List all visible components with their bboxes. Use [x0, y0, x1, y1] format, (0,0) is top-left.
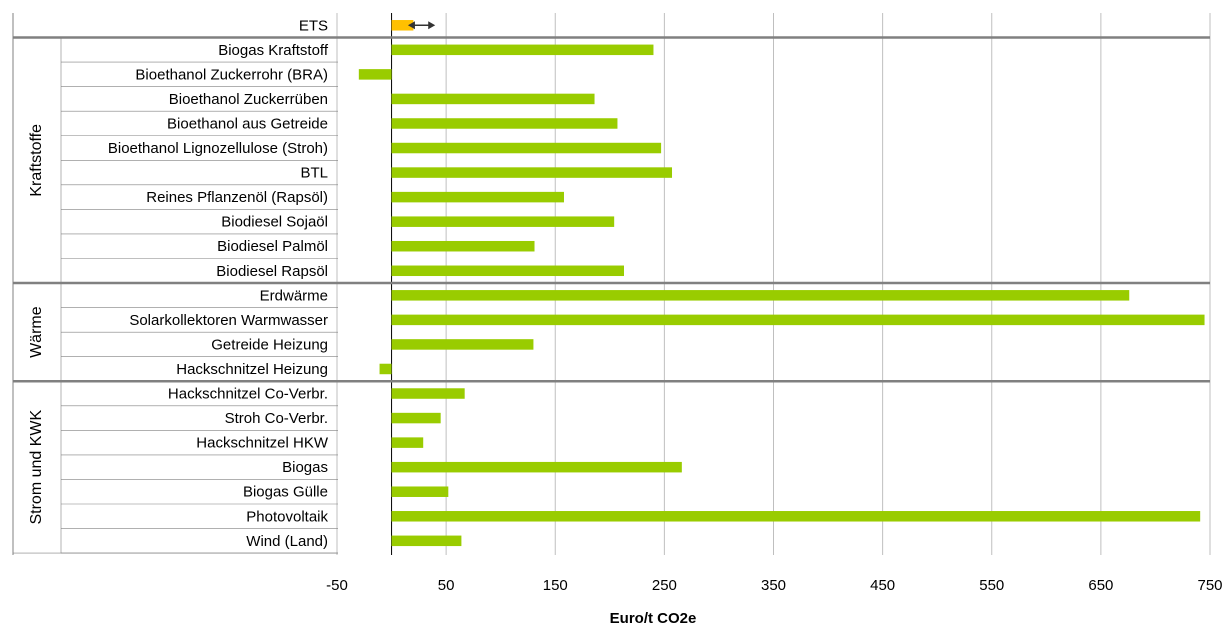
category-label: Bioethanol Lignozellulose (Stroh) — [108, 140, 328, 157]
category-label: Wind (Land) — [246, 533, 328, 550]
group-label: Wärme — [28, 306, 45, 358]
bar — [391, 265, 624, 277]
group-label: Strom und KWK — [28, 409, 45, 524]
category-label: Stroh Co-Verbr. — [225, 410, 328, 427]
x-tick-label: 450 — [870, 577, 895, 594]
x-tick-label: 50 — [438, 577, 455, 594]
bar — [391, 216, 615, 227]
bars — [358, 20, 1205, 547]
ets-arrow-right-head — [428, 21, 436, 30]
bar — [391, 339, 534, 350]
category-label: Bioethanol aus Getreide — [167, 115, 328, 132]
x-tick-label: 250 — [652, 577, 677, 594]
bar — [391, 437, 424, 448]
x-tick-label: 350 — [761, 577, 786, 594]
category-label: Getreide Heizung — [211, 336, 328, 353]
category-label: Hackschnitzel HKW — [196, 435, 329, 452]
bar — [391, 412, 441, 424]
x-tick-label: -50 — [326, 577, 348, 594]
bar — [391, 535, 462, 547]
category-label: Solarkollektoren Warmwasser — [129, 312, 328, 329]
category-label: ETS — [299, 17, 328, 34]
bar — [391, 388, 465, 399]
bar — [379, 363, 392, 375]
category-label: Bioethanol Zuckerrohr (BRA) — [135, 66, 328, 83]
category-label: Biogas — [282, 459, 328, 476]
category-label: Biodiesel Sojaöl — [221, 214, 328, 231]
bar — [391, 461, 682, 473]
category-label: Biodiesel Palmöl — [217, 238, 328, 255]
category-label: BTL — [300, 165, 328, 182]
bar — [391, 118, 618, 129]
group-label: Kraftstoffe — [28, 124, 45, 197]
bar — [391, 167, 673, 178]
ets-arrow-left-head — [407, 21, 415, 30]
category-label: Biodiesel Rapsöl — [216, 263, 328, 280]
x-axis-title: Euro/t CO2e — [610, 610, 697, 627]
x-tick-label: 550 — [979, 577, 1004, 594]
category-label: Erdwärme — [260, 287, 328, 304]
category-label: Bioethanol Zuckerrüben — [169, 91, 328, 108]
x-tick-label: 750 — [1197, 577, 1222, 594]
ets-bar — [391, 20, 414, 31]
bar — [391, 93, 595, 105]
bar — [391, 142, 662, 154]
category-label: Photovoltaik — [246, 508, 328, 525]
bar — [391, 314, 1205, 326]
category-label: Biogas Kraftstoff — [218, 42, 329, 59]
bar — [391, 240, 535, 252]
bar — [391, 511, 1201, 522]
category-label: Biogas Gülle — [243, 484, 328, 501]
x-tick-label: 150 — [543, 577, 568, 594]
bar — [391, 290, 1130, 301]
x-tick-label: 650 — [1088, 577, 1113, 594]
category-label: Hackschnitzel Heizung — [176, 361, 328, 378]
category-label: Hackschnitzel Co-Verbr. — [168, 386, 328, 403]
category-labels: ETS Biogas Kraftstoff Bioethanol Zuckerroh… — [28, 17, 329, 550]
bar — [358, 69, 392, 80]
gridlines — [12, 13, 1211, 555]
bar — [391, 486, 449, 497]
bar — [391, 191, 564, 203]
bar — [391, 44, 654, 56]
category-label: Reines Pflanzenöl (Rapsöl) — [146, 189, 328, 206]
x-axis-ticks: -50 50 150 250 350 450 550 650 750 — [326, 577, 1222, 594]
